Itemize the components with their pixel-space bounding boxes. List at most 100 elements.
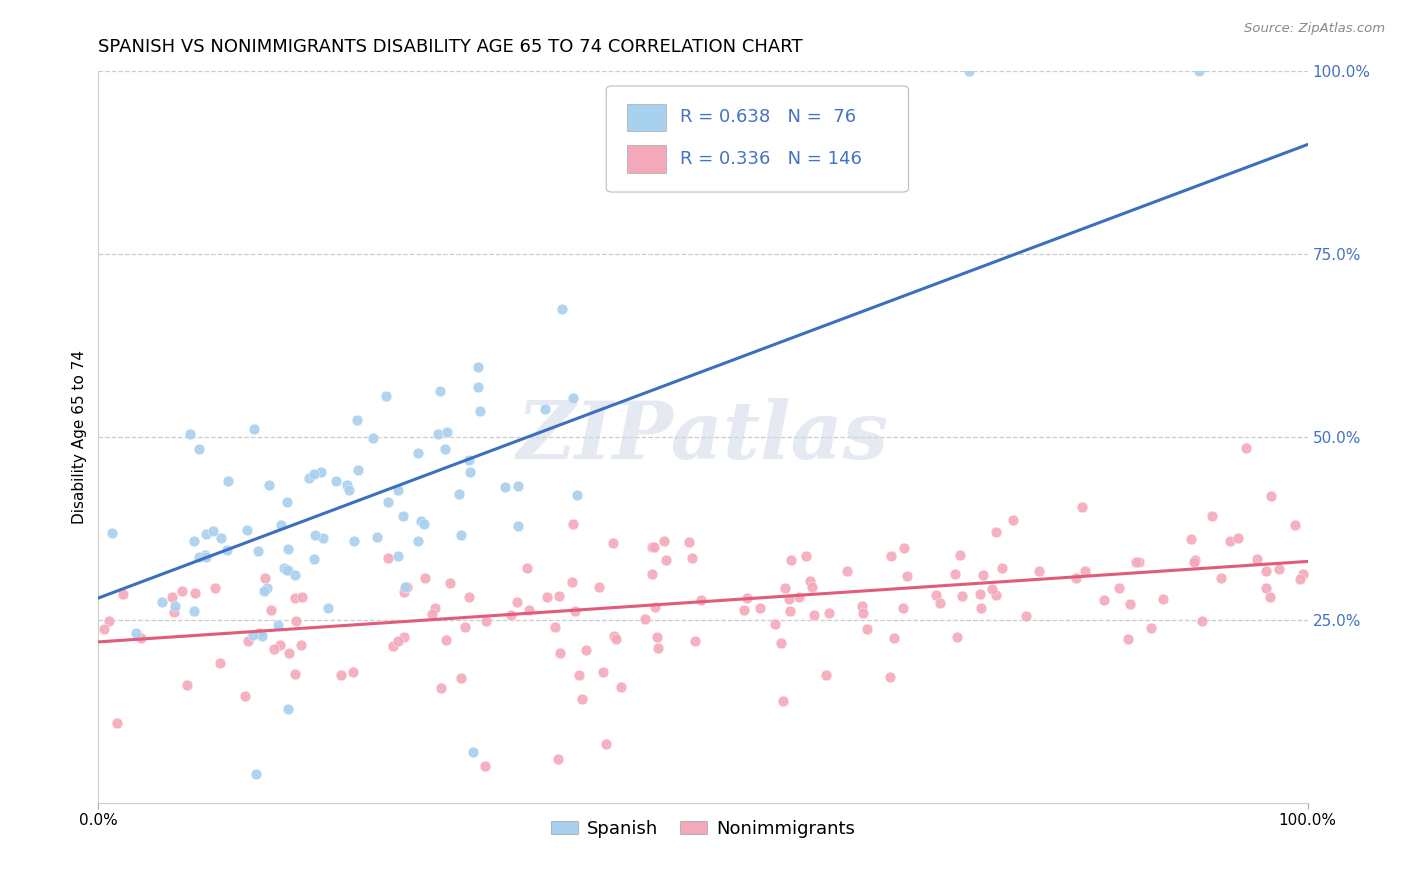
Point bbox=[247, 625, 270, 640]
Point bbox=[1246, 552, 1268, 566]
Point bbox=[347, 463, 370, 477]
Point bbox=[449, 486, 471, 500]
Point bbox=[254, 571, 277, 585]
Point bbox=[652, 534, 675, 549]
Legend: Spanish, Nonimmigrants: Spanish, Nonimmigrants bbox=[544, 813, 862, 845]
Point bbox=[129, 631, 152, 645]
Point bbox=[277, 702, 299, 716]
Point bbox=[176, 678, 198, 692]
Point bbox=[263, 642, 285, 657]
Point bbox=[434, 632, 457, 647]
Point bbox=[548, 646, 571, 660]
Point bbox=[1073, 564, 1095, 578]
Point bbox=[592, 665, 614, 679]
Point bbox=[803, 607, 825, 622]
Point bbox=[346, 413, 368, 427]
Point bbox=[575, 643, 598, 657]
Point bbox=[395, 580, 418, 594]
Point bbox=[463, 745, 485, 759]
Point bbox=[343, 533, 366, 548]
Point bbox=[1064, 570, 1087, 584]
Point bbox=[1070, 500, 1092, 514]
Point bbox=[647, 640, 669, 655]
Point bbox=[1108, 581, 1130, 595]
Point bbox=[304, 528, 326, 542]
Point bbox=[163, 599, 186, 614]
Point bbox=[1201, 509, 1223, 524]
Text: SPANISH VS NONIMMIGRANTS DISABILITY AGE 65 TO 74 CORRELATION CHART: SPANISH VS NONIMMIGRANTS DISABILITY AGE … bbox=[98, 38, 803, 56]
Point bbox=[204, 581, 226, 595]
Point bbox=[1182, 555, 1205, 569]
Point bbox=[242, 628, 264, 642]
Point bbox=[1001, 512, 1024, 526]
Point bbox=[1015, 608, 1038, 623]
Point bbox=[101, 526, 124, 541]
Point bbox=[188, 550, 211, 565]
FancyBboxPatch shape bbox=[606, 86, 908, 192]
Point bbox=[1028, 564, 1050, 578]
Point bbox=[969, 600, 991, 615]
Point bbox=[387, 549, 409, 563]
Point bbox=[654, 553, 676, 567]
Point bbox=[928, 596, 950, 610]
Point bbox=[170, 583, 193, 598]
Point bbox=[150, 595, 173, 609]
Point bbox=[1188, 64, 1211, 78]
Point bbox=[247, 543, 270, 558]
Point bbox=[879, 549, 901, 563]
Point bbox=[337, 483, 360, 497]
Point bbox=[773, 581, 796, 595]
Point bbox=[423, 600, 446, 615]
Point bbox=[382, 639, 405, 653]
Point bbox=[1258, 591, 1281, 605]
Point bbox=[253, 583, 276, 598]
Point bbox=[361, 431, 384, 445]
Point bbox=[409, 514, 432, 528]
Point bbox=[896, 569, 918, 583]
Point bbox=[769, 636, 792, 650]
Point bbox=[547, 589, 569, 603]
Point bbox=[879, 670, 901, 684]
Point bbox=[957, 64, 980, 78]
Point bbox=[458, 453, 481, 467]
Point bbox=[779, 604, 801, 618]
Point bbox=[943, 567, 966, 582]
Point bbox=[243, 422, 266, 436]
Point bbox=[1211, 571, 1233, 585]
Point bbox=[412, 516, 434, 531]
Point bbox=[195, 526, 218, 541]
Point bbox=[1284, 517, 1306, 532]
Point bbox=[1152, 591, 1174, 606]
Point bbox=[779, 591, 801, 606]
Point bbox=[588, 580, 610, 594]
Point bbox=[312, 531, 335, 545]
Point bbox=[602, 535, 624, 549]
Point bbox=[533, 401, 555, 416]
Point bbox=[893, 541, 915, 555]
Point bbox=[436, 425, 458, 440]
Point bbox=[277, 564, 299, 578]
Point bbox=[946, 630, 969, 644]
Point bbox=[252, 629, 274, 643]
Point bbox=[551, 301, 574, 316]
Point bbox=[406, 446, 429, 460]
Point bbox=[366, 530, 388, 544]
Point bbox=[814, 667, 837, 681]
Point bbox=[595, 737, 617, 751]
Point bbox=[1234, 441, 1257, 455]
Point bbox=[392, 585, 415, 599]
Text: R = 0.336   N = 146: R = 0.336 N = 146 bbox=[681, 150, 862, 168]
Point bbox=[325, 475, 347, 489]
Point bbox=[273, 561, 295, 575]
Point bbox=[298, 470, 321, 484]
Point bbox=[458, 465, 481, 479]
Point bbox=[641, 567, 664, 582]
Point bbox=[835, 564, 858, 578]
Point bbox=[276, 495, 298, 509]
Point bbox=[1268, 562, 1291, 576]
Point bbox=[209, 531, 232, 545]
Point bbox=[494, 480, 516, 494]
Point bbox=[763, 616, 786, 631]
Point bbox=[184, 585, 207, 599]
Point bbox=[450, 671, 472, 685]
